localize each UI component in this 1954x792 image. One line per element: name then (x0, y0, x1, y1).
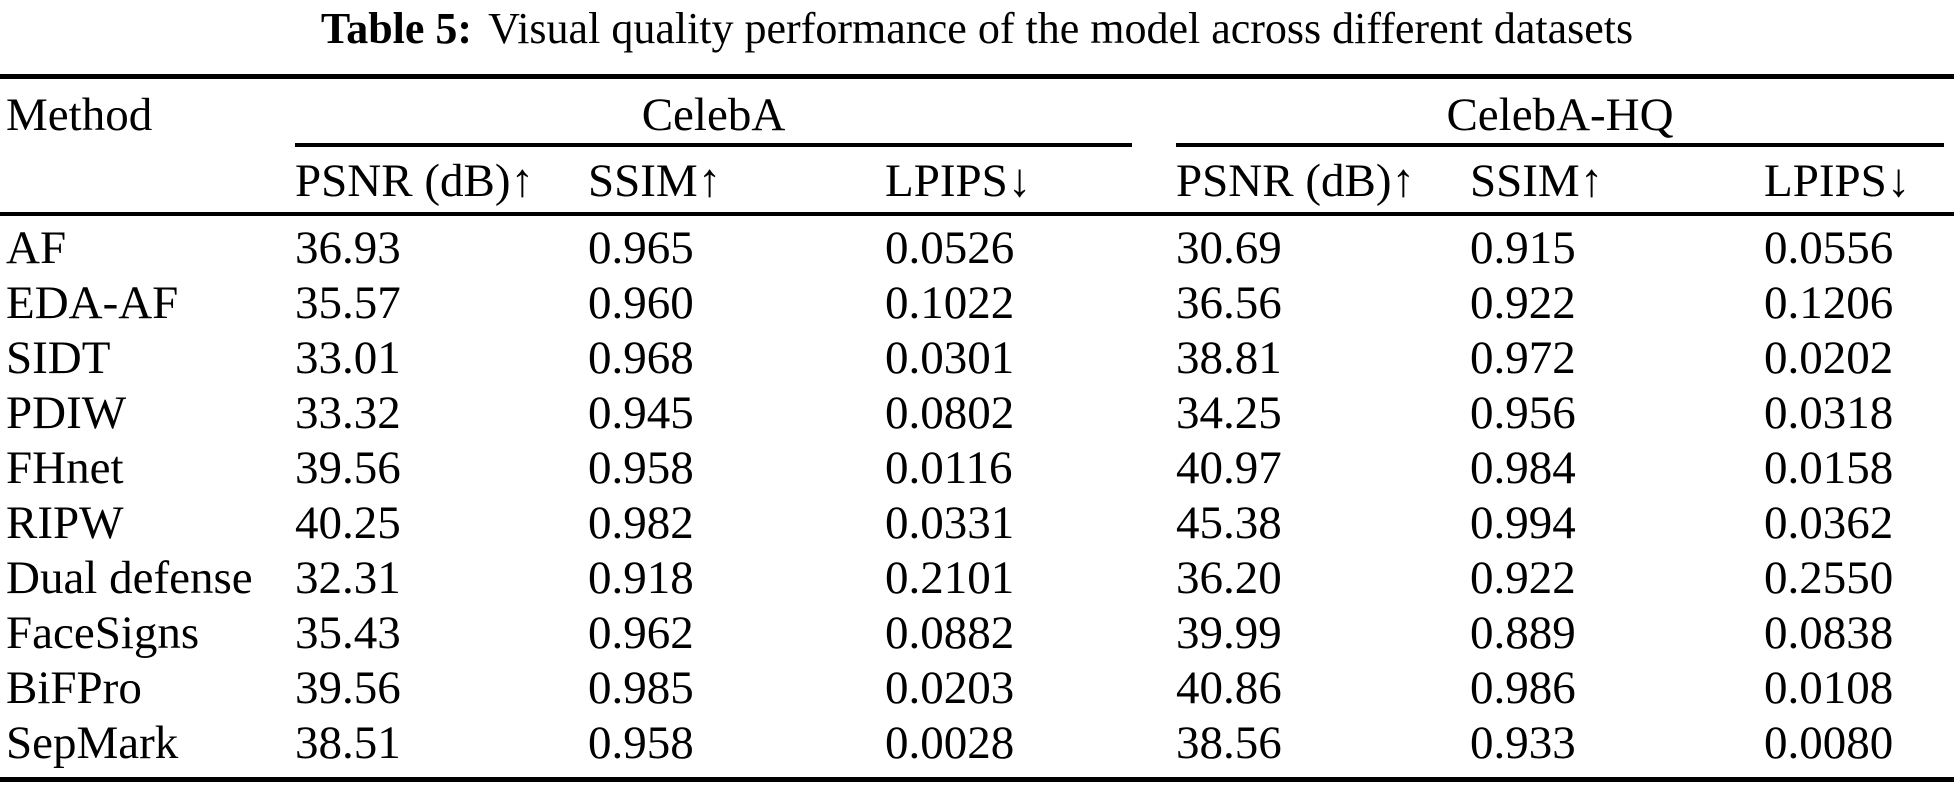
table-caption: Table 5: Visual quality performance of th… (0, 0, 1954, 58)
column-header-psnr-celeba-hq: PSNR (dB)↑ (1176, 155, 1415, 207)
table-body: AF 36.93 0.965 0.0526 30.69 0.915 0.0556 EDA-AF… (0, 221, 1954, 771)
table-caption-text: Visual quality performance of the model … (488, 4, 1634, 53)
group-header-celeba: CelebA (641, 89, 786, 141)
method-cell: FaceSigns (6, 607, 200, 659)
value-cell: 36.93 (295, 222, 401, 274)
value-cell: 0.0108 (1764, 662, 1894, 714)
top-rule (0, 74, 1954, 79)
value-cell: 0.922 (1470, 552, 1576, 604)
value-cell: 0.0301 (885, 332, 1015, 384)
method-cell: Dual defense (6, 552, 253, 604)
value-cell: 35.57 (295, 277, 401, 329)
value-cell: 0.889 (1470, 607, 1576, 659)
celeba-group-rule (295, 143, 1132, 147)
value-cell: 0.0203 (885, 662, 1015, 714)
value-cell: 0.2101 (885, 552, 1015, 604)
value-cell: 39.99 (1176, 607, 1282, 659)
value-cell: 0.933 (1470, 717, 1576, 769)
value-cell: 0.956 (1470, 387, 1576, 439)
value-cell: 0.915 (1470, 222, 1576, 274)
value-cell: 32.31 (295, 552, 401, 604)
value-cell: 0.958 (588, 442, 694, 494)
value-cell: 38.56 (1176, 717, 1282, 769)
value-cell: 0.0362 (1764, 497, 1894, 549)
value-cell: 0.0202 (1764, 332, 1894, 384)
value-cell: 33.32 (295, 387, 401, 439)
column-header-lpips-celeba-hq: LPIPS↓ (1764, 155, 1911, 207)
value-cell: 0.0318 (1764, 387, 1894, 439)
value-cell: 0.945 (588, 387, 694, 439)
column-header-ssim-celeba-hq: SSIM↑ (1470, 155, 1604, 207)
celeba-hq-group-rule (1176, 143, 1944, 147)
value-cell: 0.985 (588, 662, 694, 714)
value-cell: 0.984 (1470, 442, 1576, 494)
value-cell: 0.972 (1470, 332, 1576, 384)
method-cell: PDIW (6, 387, 127, 439)
method-cell: FHnet (6, 442, 124, 494)
value-cell: 0.0802 (885, 387, 1015, 439)
value-cell: 34.25 (1176, 387, 1282, 439)
method-cell: AF (6, 222, 67, 274)
value-cell: 0.0882 (885, 607, 1015, 659)
value-cell: 0.918 (588, 552, 694, 604)
value-cell: 0.960 (588, 277, 694, 329)
value-cell: 0.958 (588, 717, 694, 769)
value-cell: 40.25 (295, 497, 401, 549)
value-cell: 38.51 (295, 717, 401, 769)
method-cell: BiFPro (6, 662, 142, 714)
value-cell: 0.2550 (1764, 552, 1894, 604)
value-cell: 0.986 (1470, 662, 1576, 714)
value-cell: 36.56 (1176, 277, 1282, 329)
value-cell: 30.69 (1176, 222, 1282, 274)
method-cell: RIPW (6, 497, 124, 549)
group-header-celeba-hq: CelebA-HQ (1446, 89, 1674, 141)
value-cell: 0.0158 (1764, 442, 1894, 494)
value-cell: 36.20 (1176, 552, 1282, 604)
value-cell: 35.43 (295, 607, 401, 659)
column-header-psnr-celeba: PSNR (dB)↑ (295, 155, 534, 207)
column-header-method: Method (6, 89, 153, 141)
value-cell: 0.1206 (1764, 277, 1894, 329)
value-cell: 39.56 (295, 442, 401, 494)
value-cell: 0.0080 (1764, 717, 1894, 769)
method-cell: EDA-AF (6, 277, 179, 329)
value-cell: 0.0331 (885, 497, 1015, 549)
value-cell: 33.01 (295, 332, 401, 384)
value-cell: 0.0116 (885, 442, 1013, 494)
value-cell: 0.1022 (885, 277, 1015, 329)
value-cell: 0.994 (1470, 497, 1576, 549)
bottom-rule (0, 777, 1954, 782)
value-cell: 0.922 (1470, 277, 1576, 329)
value-cell: 0.0556 (1764, 222, 1894, 274)
column-header-lpips-celeba: LPIPS↓ (885, 155, 1032, 207)
column-header-ssim-celeba: SSIM↑ (588, 155, 722, 207)
value-cell: 0.968 (588, 332, 694, 384)
value-cell: 39.56 (295, 662, 401, 714)
value-cell: 45.38 (1176, 497, 1282, 549)
value-cell: 40.97 (1176, 442, 1282, 494)
value-cell: 38.81 (1176, 332, 1282, 384)
method-cell: SepMark (6, 717, 179, 769)
value-cell: 0.0838 (1764, 607, 1894, 659)
header-bottom-rule (0, 212, 1954, 216)
table-caption-label: Table 5: (320, 4, 473, 53)
method-cell: SIDT (6, 332, 111, 384)
value-cell: 0.982 (588, 497, 694, 549)
value-cell: 0.962 (588, 607, 694, 659)
value-cell: 0.965 (588, 222, 694, 274)
value-cell: 0.0028 (885, 717, 1015, 769)
value-cell: 40.86 (1176, 662, 1282, 714)
value-cell: 0.0526 (885, 222, 1015, 274)
